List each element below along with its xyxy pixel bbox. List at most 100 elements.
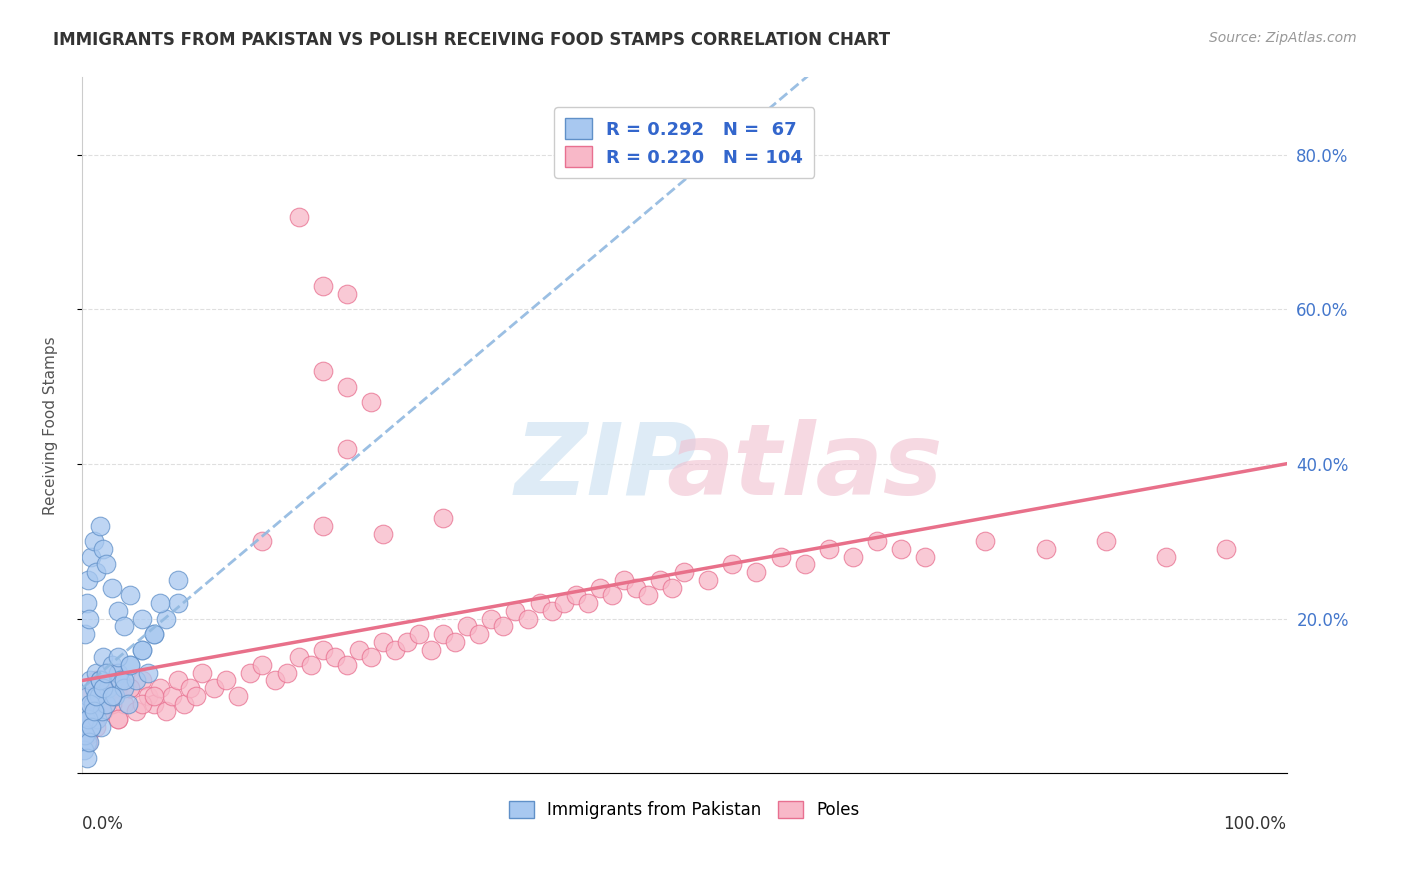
Point <box>101 689 124 703</box>
Point <box>360 395 382 409</box>
Point <box>101 689 124 703</box>
Point <box>73 743 96 757</box>
Point <box>86 712 108 726</box>
Point <box>118 681 141 695</box>
Point <box>456 619 478 633</box>
Point <box>89 673 111 688</box>
Point <box>87 689 110 703</box>
Point <box>167 573 190 587</box>
Point <box>93 650 115 665</box>
Point <box>769 549 792 564</box>
Point <box>94 558 117 572</box>
Point <box>112 697 135 711</box>
Point <box>75 627 97 641</box>
Point <box>77 689 100 703</box>
Point <box>155 704 177 718</box>
Point <box>136 665 159 680</box>
Point <box>93 681 115 695</box>
Point <box>432 511 454 525</box>
Point <box>143 697 166 711</box>
Text: atlas: atlas <box>666 418 943 516</box>
Point <box>80 712 103 726</box>
Point <box>107 712 129 726</box>
Point <box>160 689 183 703</box>
Point <box>1215 541 1237 556</box>
Point <box>84 689 107 703</box>
Point <box>112 681 135 695</box>
Point <box>79 697 101 711</box>
Point <box>479 611 502 625</box>
Point <box>79 720 101 734</box>
Point <box>276 665 298 680</box>
Point <box>974 534 997 549</box>
Point <box>104 689 127 703</box>
Point <box>125 673 148 688</box>
Text: 100.0%: 100.0% <box>1223 815 1286 833</box>
Point <box>94 689 117 703</box>
Point <box>1035 541 1057 556</box>
Point <box>186 689 208 703</box>
Point <box>143 689 166 703</box>
Point <box>143 627 166 641</box>
Point <box>84 704 107 718</box>
Point <box>84 665 107 680</box>
Point <box>371 634 394 648</box>
Point <box>75 727 97 741</box>
Point <box>215 673 238 688</box>
Text: ZIP: ZIP <box>515 418 697 516</box>
Point <box>118 657 141 672</box>
Y-axis label: Receiving Food Stamps: Receiving Food Stamps <box>44 336 58 515</box>
Point <box>661 581 683 595</box>
Point <box>97 681 120 695</box>
Point <box>143 627 166 641</box>
Point <box>336 657 359 672</box>
Point <box>576 596 599 610</box>
Point <box>173 697 195 711</box>
Point <box>697 573 720 587</box>
Point <box>94 665 117 680</box>
Point <box>299 657 322 672</box>
Point <box>540 604 562 618</box>
Point <box>89 673 111 688</box>
Point <box>77 712 100 726</box>
Point <box>131 673 153 688</box>
Point <box>76 735 98 749</box>
Point <box>75 704 97 718</box>
Point <box>91 704 114 718</box>
Point <box>263 673 285 688</box>
Legend: Immigrants from Pakistan, Poles: Immigrants from Pakistan, Poles <box>501 793 868 828</box>
Point <box>118 681 141 695</box>
Point <box>80 549 103 564</box>
Point <box>1095 534 1118 549</box>
Point <box>721 558 744 572</box>
Text: Source: ZipAtlas.com: Source: ZipAtlas.com <box>1209 31 1357 45</box>
Point <box>76 735 98 749</box>
Point <box>79 673 101 688</box>
Point <box>101 657 124 672</box>
Point <box>80 712 103 726</box>
Point <box>890 541 912 556</box>
Point <box>648 573 671 587</box>
Point <box>76 712 98 726</box>
Point <box>817 541 839 556</box>
Point <box>312 518 335 533</box>
Point <box>93 681 115 695</box>
Point <box>191 665 214 680</box>
Point <box>396 634 419 648</box>
Point <box>336 286 359 301</box>
Point <box>131 697 153 711</box>
Point <box>83 697 105 711</box>
Point <box>914 549 936 564</box>
Point <box>76 573 98 587</box>
Point <box>420 642 443 657</box>
Point <box>444 634 467 648</box>
Point <box>336 379 359 393</box>
Point <box>1154 549 1177 564</box>
Point <box>76 689 98 703</box>
Text: IMMIGRANTS FROM PAKISTAN VS POLISH RECEIVING FOOD STAMPS CORRELATION CHART: IMMIGRANTS FROM PAKISTAN VS POLISH RECEI… <box>53 31 890 49</box>
Point <box>492 619 515 633</box>
Point <box>101 697 124 711</box>
Point <box>637 588 659 602</box>
Point <box>84 673 107 688</box>
Point <box>167 673 190 688</box>
